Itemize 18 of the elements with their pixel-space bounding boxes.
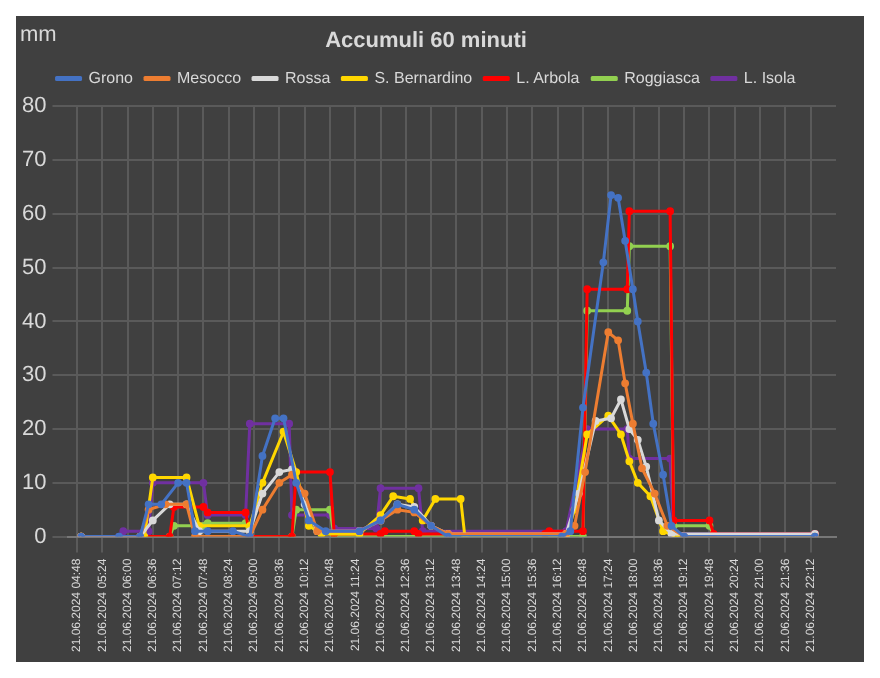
legend-label: Rossa — [285, 68, 332, 87]
legend-label: L. Isola — [743, 68, 797, 87]
y-tick-label: 70 — [21, 148, 47, 173]
y-tick-label: 40 — [21, 309, 47, 334]
y-tick-label: 60 — [21, 202, 47, 227]
legend-label: S. Bernardino — [374, 68, 474, 87]
y-tick-label: 10 — [21, 470, 47, 495]
y-tick-label: 80 — [21, 94, 47, 119]
legend-label: Mesocco — [177, 68, 243, 87]
legend-label: Roggiasca — [624, 68, 701, 87]
y-axis-title: mm — [20, 23, 57, 48]
y-tick-label: 0 — [34, 524, 47, 549]
y-tick-label: 30 — [21, 363, 47, 388]
legend-label: Grono — [88, 68, 135, 87]
y-tick-label: 20 — [21, 417, 47, 442]
y-tick-label: 50 — [21, 255, 47, 280]
chart-title: Accumuli 60 minuti — [325, 29, 527, 54]
legend-label: L. Arbola — [516, 68, 581, 87]
